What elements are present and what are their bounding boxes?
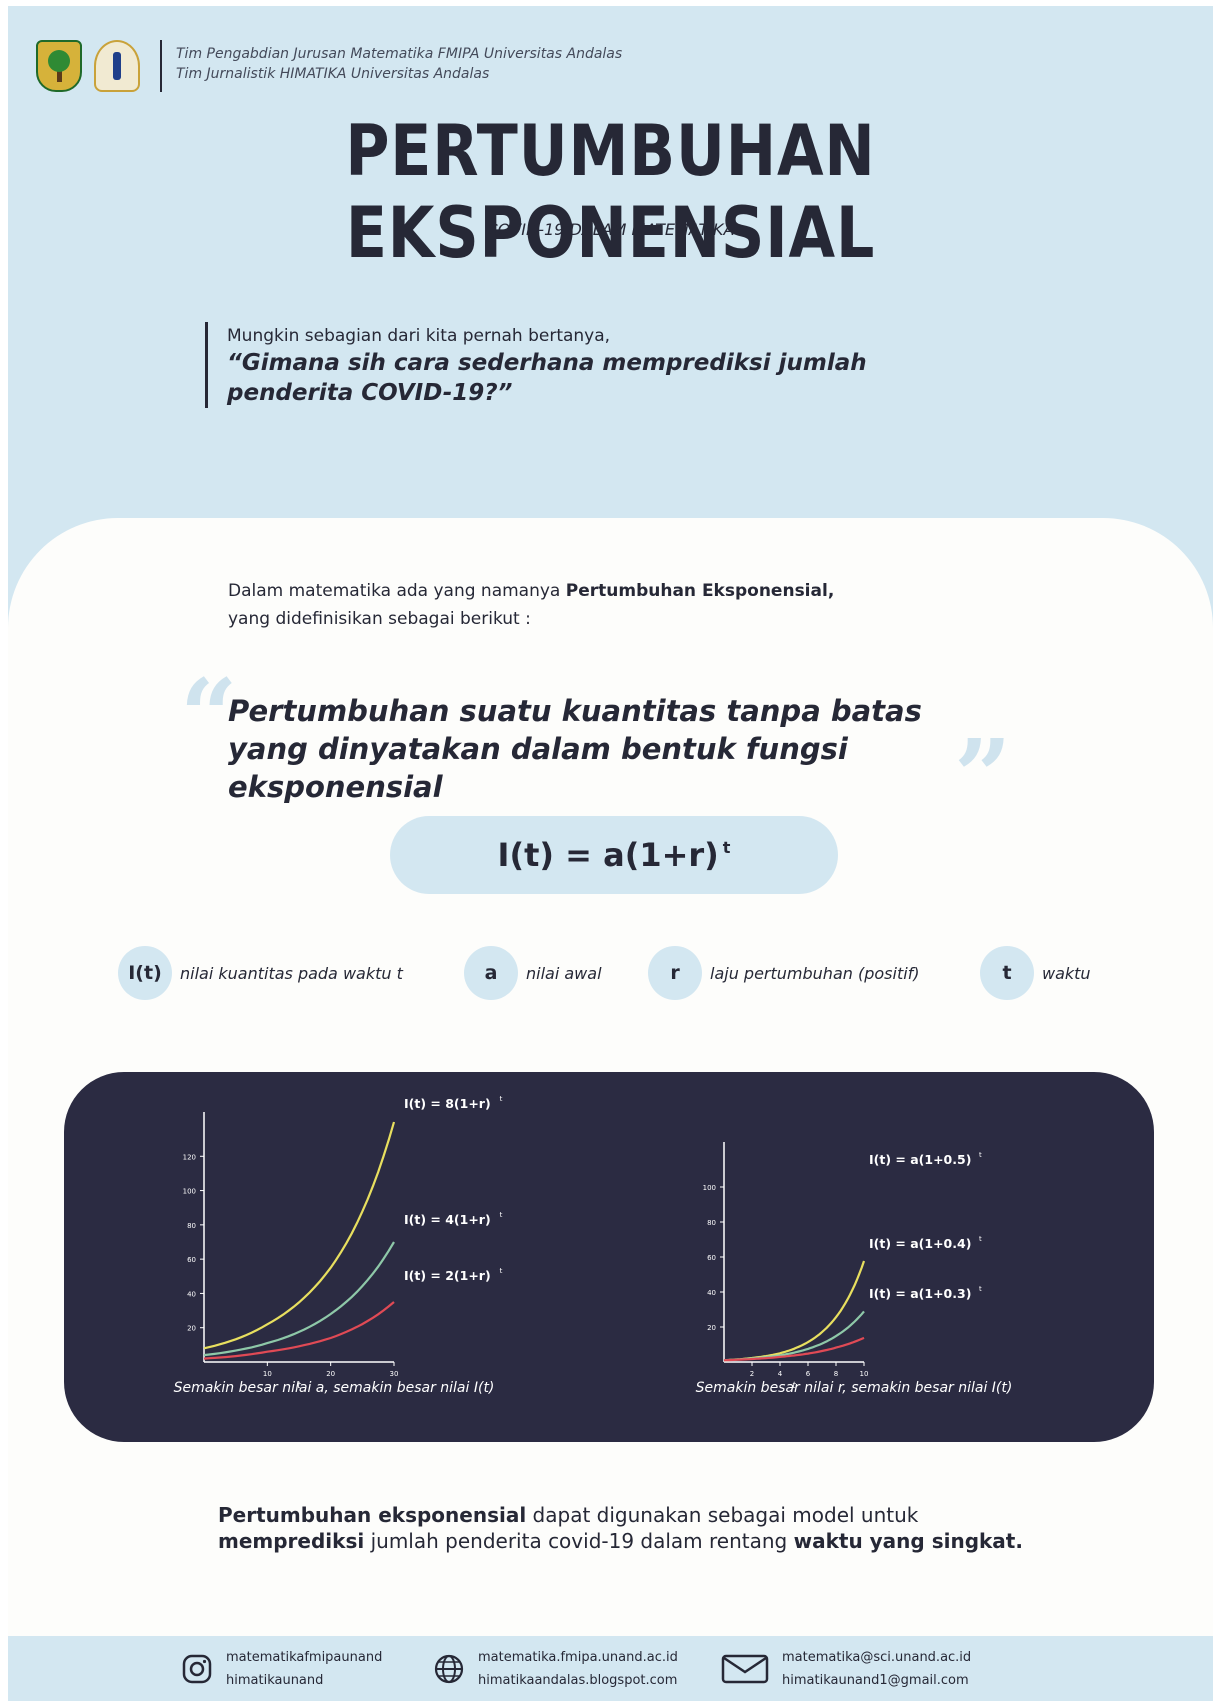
email-link-2[interactable]: himatikaunand1@gmail.com (782, 1673, 969, 1688)
y-tick-label: 80 (187, 1222, 196, 1230)
legend-symbol: I(t) (118, 946, 172, 1000)
website-link-2[interactable]: himatikaandalas.blogspot.com (478, 1673, 678, 1688)
y-tick-label: 40 (187, 1290, 196, 1298)
y-tick-label: 120 (183, 1153, 196, 1161)
chart-caption: Semakin besar nilai a, semakin besar nil… (174, 1380, 495, 1396)
instagram-handle-1[interactable]: matematikafmipaunand (226, 1650, 383, 1665)
legend-label: laju pertumbuhan (positif) (710, 963, 920, 983)
footer-instagram: matematikafmipaunand himatikaunand (180, 1646, 382, 1692)
footer-text: matematika@sci.unand.ac.id himatikaunand… (782, 1646, 971, 1692)
series-label: I(t) = 2(1+r) (404, 1268, 491, 1283)
series-label: I(t) = 8(1+r) (404, 1096, 491, 1111)
x-axis-label: t (297, 1381, 301, 1391)
series-label-exponent: t (500, 1267, 503, 1275)
email-link-1[interactable]: matematika@sci.unand.ac.id (782, 1650, 972, 1665)
x-tick-label: 10 (860, 1370, 869, 1378)
mail-icon (720, 1652, 770, 1686)
credit-line-2: Tim Jurnalistik HIMATIKA Universitas And… (176, 66, 490, 82)
chart-caption: Semakin besar nilai r, semakin besar nil… (696, 1380, 1013, 1396)
intro-bold: Pertumbuhan Eksponensial, (565, 581, 835, 601)
header-divider (160, 40, 162, 92)
y-tick-label: 100 (183, 1188, 196, 1196)
legend-item-i: I(t) nilai kuantitas pada waktu t (118, 946, 403, 1000)
y-tick-label: 20 (707, 1324, 716, 1332)
x-tick-label: 6 (806, 1370, 811, 1378)
university-logo-icon (36, 40, 82, 92)
poster: Tim Pengabdian Jurusan Matematika FMIPA … (8, 6, 1213, 1701)
series-label: I(t) = a(1+0.5) (869, 1152, 971, 1167)
intro-text-2: yang didefinisikan sebagai berikut : (228, 609, 531, 629)
conclusion-bold-3: waktu yang singkat. (793, 1529, 1023, 1553)
footer-text: matematikafmipaunand himatikaunand (226, 1646, 382, 1692)
series-label-exponent: t (979, 1151, 982, 1159)
legend-label: waktu (1042, 963, 1091, 983)
series-line (723, 1310, 865, 1362)
legend-label: nilai awal (526, 963, 602, 983)
x-tick-label: 20 (326, 1370, 335, 1378)
formula-base: I(t) = a(1+r) (497, 836, 719, 874)
series-label-exponent: t (979, 1235, 982, 1243)
conclusion-text-2: jumlah penderita covid-19 dalam rentang (364, 1529, 794, 1553)
legend-label: nilai kuantitas pada waktu t (180, 963, 403, 983)
globe-icon (432, 1652, 466, 1686)
series-label: I(t) = a(1+0.3) (869, 1286, 971, 1301)
definition-text: Pertumbuhan suatu kuantitas tanpa batas … (228, 694, 922, 804)
y-tick-label: 60 (707, 1254, 716, 1262)
header-credits: Tim Pengabdian Jurusan Matematika FMIPA … (176, 44, 622, 84)
logo-group (36, 40, 140, 92)
series-label-exponent: t (500, 1095, 503, 1103)
series-line (203, 1301, 395, 1360)
intro-paragraph: Dalam matematika ada yang namanya Pertum… (228, 577, 834, 633)
series-label-exponent: t (979, 1285, 982, 1293)
conclusion-bold-1: Pertumbuhan eksponensial (218, 1503, 527, 1527)
legend-symbol: t (980, 946, 1034, 1000)
question-accent-bar (205, 322, 208, 408)
credit-line-1: Tim Pengabdian Jurusan Matematika FMIPA … (176, 46, 623, 62)
x-tick-label: 10 (263, 1370, 272, 1378)
series-label-exponent: t (500, 1211, 503, 1219)
open-quote-mark: “ (180, 657, 238, 775)
charts-svg: 20 40 60 80 100 120 10 20 30 t I(t) = 8(1+r) t I(t) … (174, 1095, 1013, 1396)
question-quote: “Gimana sih cara sederhana memprediksi j… (227, 350, 867, 406)
question-intro: Mungkin sebagian dari kita pernah bertan… (227, 326, 611, 346)
page-title: PERTUMBUHAN EKSPONENSIAL (345, 110, 876, 274)
legend-item-r: r laju pertumbuhan (positif) (648, 946, 920, 1000)
formula-pill: I(t) = a(1+r) t (390, 816, 838, 894)
series-line (203, 1241, 395, 1357)
series-line (723, 1336, 865, 1362)
legend-item-t: t waktu (980, 946, 1091, 1000)
footer-text: matematika.fmipa.unand.ac.id himatikaand… (478, 1646, 678, 1692)
conclusion-text-1: dapat digunakan sebagai model untuk (526, 1503, 919, 1527)
y-tick-label: 20 (187, 1325, 196, 1333)
himatika-logo-icon (94, 40, 140, 92)
x-tick-label: 30 (390, 1370, 399, 1378)
conclusion-paragraph: Pertumbuhan eksponensial dapat digunakan… (218, 1502, 1038, 1554)
legend-item-a: a nilai awal (464, 946, 602, 1000)
formula-exponent: t (722, 837, 731, 857)
series-label: I(t) = 4(1+r) (404, 1212, 491, 1227)
series-label: I(t) = a(1+0.4) (869, 1236, 971, 1251)
instagram-icon (180, 1652, 214, 1686)
x-tick-label: 4 (778, 1370, 783, 1378)
chart-panel: 20 40 60 80 100 120 10 20 30 t I(t) = 8(1+r) t I(t) … (64, 1072, 1154, 1442)
y-tick-label: 60 (187, 1256, 196, 1264)
x-axis-label: t (792, 1381, 796, 1391)
series-line (203, 1121, 396, 1350)
close-quote-mark: ” (954, 717, 1012, 835)
instagram-handle-2[interactable]: himatikaunand (226, 1673, 324, 1688)
footer-mail: matematika@sci.unand.ac.id himatikaunand… (720, 1646, 971, 1692)
website-link-1[interactable]: matematika.fmipa.unand.ac.id (478, 1650, 678, 1665)
legend-symbol: r (648, 946, 702, 1000)
x-tick-label: 8 (834, 1370, 838, 1378)
y-tick-label: 80 (707, 1219, 716, 1227)
page-subtitle: COVID-19 DALAM MATEMATIKA (486, 220, 735, 239)
legend-symbol: a (464, 946, 518, 1000)
x-tick-label: 2 (750, 1370, 754, 1378)
conclusion-bold-2: memprediksi (218, 1529, 365, 1553)
intro-text-1: Dalam matematika ada yang namanya (228, 581, 566, 601)
y-tick-label: 100 (703, 1184, 716, 1192)
y-tick-label: 40 (707, 1289, 716, 1297)
footer-web: matematika.fmipa.unand.ac.id himatikaand… (432, 1646, 678, 1692)
